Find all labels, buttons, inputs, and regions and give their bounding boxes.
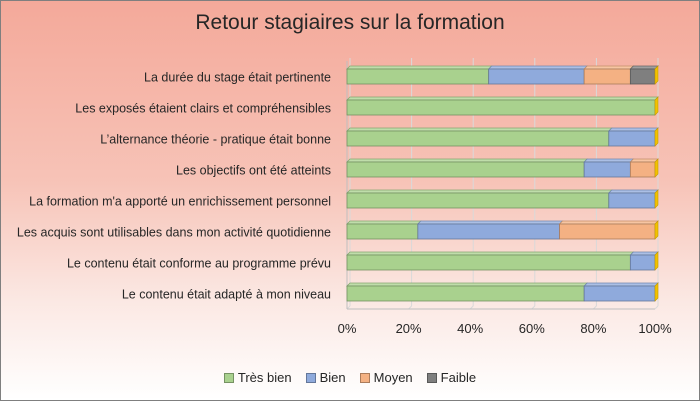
category-label: La formation m'a apporté un enrichisseme… (29, 195, 331, 209)
bar-tres-bien (346, 285, 585, 302)
bar-tres-bien (346, 254, 631, 271)
legend-swatch-moyen (359, 372, 370, 383)
bar-top-tres-bien (346, 96, 659, 101)
bar-top-faible (629, 65, 659, 70)
x-tick-label: 100% (638, 321, 672, 336)
bar-tres-bien (346, 223, 419, 240)
category-label: Les objectifs ont été atteints (176, 164, 331, 178)
legend-item-moyen: Moyen (359, 370, 413, 385)
bar-tres-bien (346, 68, 490, 85)
bar-top-tres-bien (346, 251, 635, 256)
bar-bien (608, 192, 656, 209)
bar-bien (608, 130, 656, 147)
bar-top-moyen (558, 220, 659, 225)
bar-bien (488, 68, 585, 85)
bar-top-bien (607, 127, 659, 132)
bar-top-tres-bien (346, 65, 493, 70)
bar-top-tres-bien (346, 127, 613, 132)
chart-title: Retour stagiaires sur la formation (195, 11, 505, 34)
bar-tres-bien (346, 161, 585, 178)
bar-top-bien (583, 282, 659, 287)
legend: Très bien Bien Moyen Faible (1, 370, 699, 385)
x-tick-label: 40% (457, 321, 483, 336)
bar-top-tres-bien (346, 220, 422, 225)
bar-top-tres-bien (346, 189, 613, 194)
bar-top-moyen (583, 65, 635, 70)
bar-top-bien (583, 158, 635, 163)
bar-moyen (583, 68, 631, 85)
bar-top-moyen (629, 158, 659, 163)
legend-label-moyen: Moyen (373, 370, 413, 385)
category-label: Le contenu était conforme au programme p… (67, 257, 331, 271)
bar-moyen (629, 161, 656, 178)
bar-faible (629, 68, 656, 85)
bar-top-tres-bien (346, 282, 589, 287)
category-label: Le contenu était adapté à mon niveau (122, 288, 331, 302)
bar-end-cap (654, 96, 659, 116)
bar-end-cap (654, 127, 659, 147)
bar-end-cap (654, 251, 659, 271)
bar-bien (417, 223, 560, 240)
bar-moyen (559, 223, 656, 240)
bar-tres-bien (346, 130, 610, 147)
bar-end-cap (654, 158, 659, 178)
bar-top-bien (607, 189, 659, 194)
bar-top-bien (629, 251, 659, 256)
bar-bien (583, 161, 631, 178)
bar-top-tres-bien (346, 158, 589, 163)
legend-label-bien: Bien (319, 370, 346, 385)
bar-bien (583, 285, 656, 302)
category-label: La durée du stage était pertinente (144, 71, 331, 85)
bar-end-cap (654, 220, 659, 240)
plot-area: 0% 20% 40% 60% 80% 100% La durée du stage étai… (17, 58, 672, 336)
bar-end-cap (654, 189, 659, 209)
x-tick-label: 80% (580, 321, 606, 336)
x-tick-label: 20% (396, 321, 422, 336)
bar-tres-bien (346, 99, 656, 116)
legend-item-tres-bien: Très bien (223, 370, 292, 385)
category-label: L’alternance théorie - pratique était bo… (100, 133, 331, 147)
x-tick-label: 60% (519, 321, 545, 336)
category-label: Les exposés étaient clairs et compréhens… (75, 102, 331, 116)
bar-top-bien (416, 220, 564, 225)
category-label: Les acquis sont utilisables dans mon act… (17, 226, 331, 240)
gridline-floor (654, 305, 659, 310)
legend-item-bien: Bien (305, 370, 346, 385)
legend-label-faible: Faible (440, 370, 477, 385)
legend-item-faible: Faible (426, 370, 477, 385)
bar-bien (629, 254, 656, 271)
bar-end-cap (654, 282, 659, 302)
bar-end-cap (654, 65, 659, 85)
bar-top-bien (487, 65, 589, 70)
legend-swatch-tres-bien (223, 372, 234, 383)
legend-swatch-bien (305, 372, 316, 383)
x-tick-label: 0% (338, 321, 357, 336)
bar-tres-bien (346, 192, 610, 209)
legend-swatch-faible (426, 372, 437, 383)
legend-label-tres-bien: Très bien (237, 370, 292, 385)
